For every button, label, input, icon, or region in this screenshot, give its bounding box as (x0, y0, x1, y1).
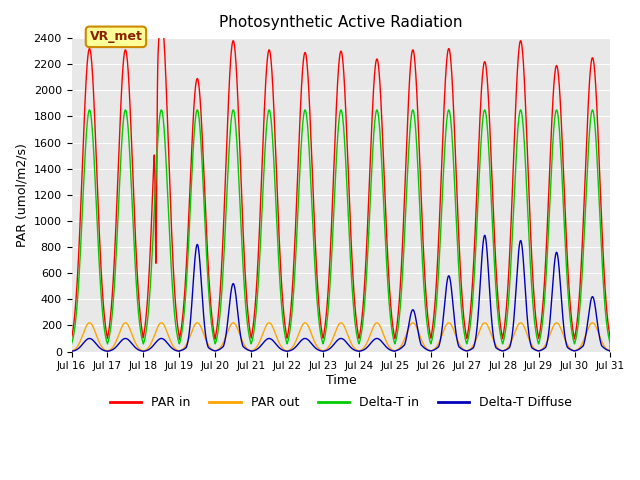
PAR out (321, 348, 329, 353)
PAR out (86, 320, 93, 326)
PAR out (68, 348, 76, 354)
Delta-T Diffuse (481, 232, 488, 238)
PAR in (607, 348, 614, 354)
Delta-T Diffuse (164, 341, 172, 347)
Delta-T in (68, 341, 76, 347)
PAR out (606, 348, 614, 354)
Delta-T Diffuse (606, 348, 614, 354)
PAR in (606, 333, 614, 338)
Delta-T in (492, 291, 500, 297)
Delta-T in (607, 348, 614, 354)
PAR in (492, 269, 500, 275)
Delta-T Diffuse (321, 348, 328, 354)
PAR in (462, 330, 470, 336)
Delta-T Diffuse (68, 348, 76, 354)
PAR out (607, 348, 614, 354)
Delta-T in (164, 209, 172, 215)
Text: VR_met: VR_met (90, 30, 142, 43)
Legend: PAR in, PAR out, Delta-T in, Delta-T Diffuse: PAR in, PAR out, Delta-T in, Delta-T Dif… (105, 391, 577, 414)
Title: Photosynthetic Active Radiation: Photosynthetic Active Radiation (220, 15, 463, 30)
Delta-T in (321, 334, 329, 340)
Delta-T in (432, 308, 440, 314)
PAR in (321, 324, 329, 330)
Delta-T Diffuse (607, 348, 614, 354)
PAR in (432, 288, 440, 294)
Delta-T in (606, 339, 614, 345)
Line: Delta-T in: Delta-T in (72, 110, 611, 351)
Y-axis label: PAR (umol/m2/s): PAR (umol/m2/s) (15, 143, 28, 247)
Line: Delta-T Diffuse: Delta-T Diffuse (72, 235, 611, 351)
Delta-T Diffuse (492, 345, 500, 351)
Line: PAR out: PAR out (72, 323, 611, 351)
Line: PAR in: PAR in (72, 19, 611, 351)
PAR in (164, 145, 172, 151)
PAR out (462, 348, 470, 353)
PAR in (68, 336, 76, 341)
PAR out (164, 333, 172, 339)
Delta-T Diffuse (461, 348, 469, 354)
Delta-T Diffuse (432, 346, 440, 352)
Delta-T in (86, 107, 93, 113)
PAR in (157, 16, 165, 22)
Delta-T in (462, 337, 470, 343)
PAR out (432, 345, 440, 350)
PAR out (492, 343, 500, 348)
X-axis label: Time: Time (326, 374, 356, 387)
